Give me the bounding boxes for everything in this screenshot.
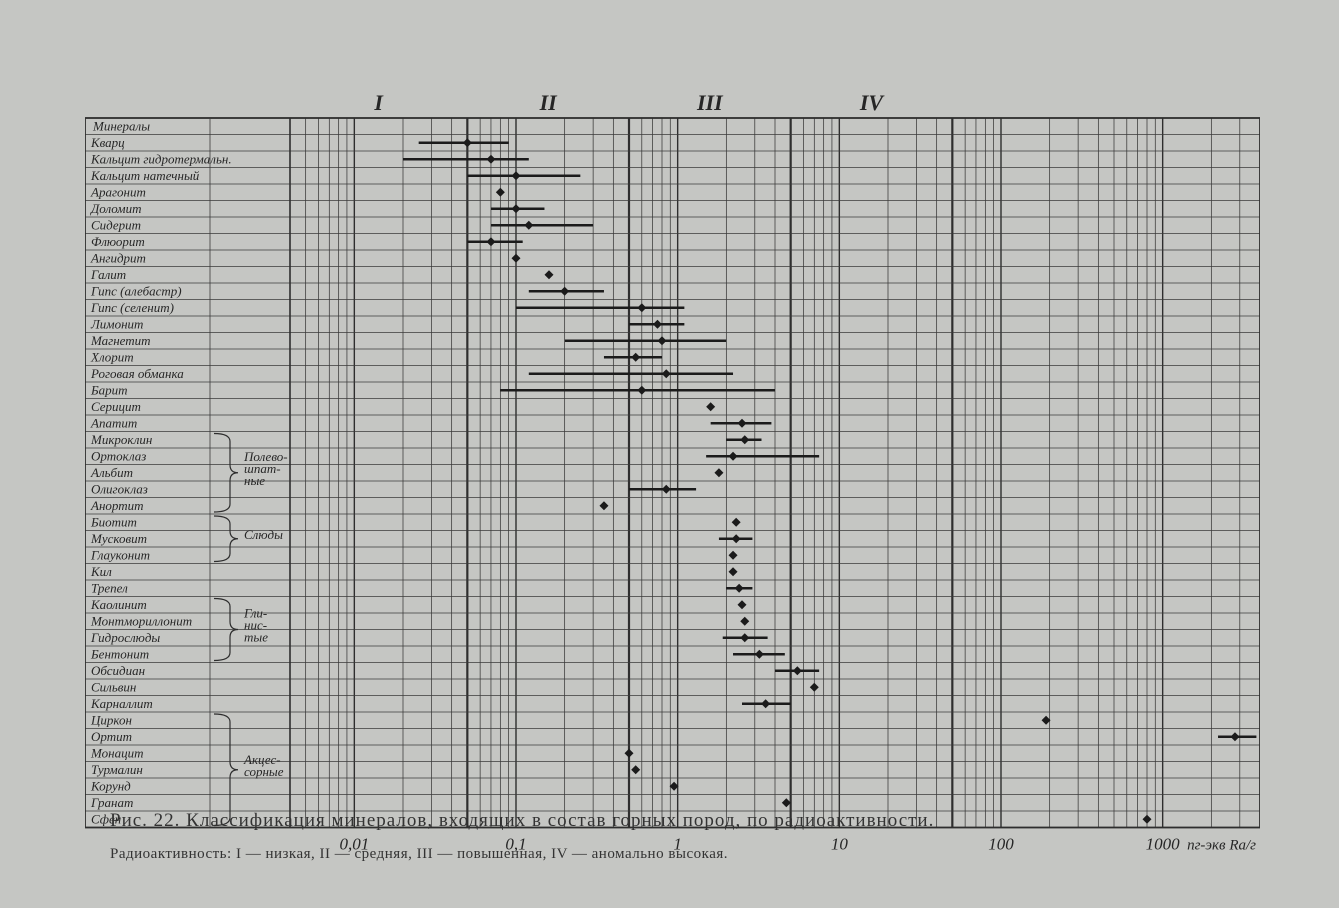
row-label: Флюорит bbox=[91, 234, 145, 249]
row-label: Магнетит bbox=[90, 333, 151, 348]
row-label: Доломит bbox=[89, 201, 141, 216]
row-label: Биотит bbox=[90, 515, 137, 530]
row-label: Гипс (алебастр) bbox=[90, 284, 182, 299]
row-label: Альбит bbox=[90, 465, 133, 480]
row-label: Галит bbox=[90, 267, 126, 282]
row-label: Сидерит bbox=[91, 218, 141, 233]
row-label: Гипс (селенит) bbox=[90, 300, 174, 315]
radioactivity-chart: 0,010,11101001000пг-экв Ra/гIIIIIIIVМине… bbox=[85, 90, 1260, 860]
row-label: Арагонит bbox=[90, 185, 146, 200]
class-label: I bbox=[373, 90, 384, 115]
figure-caption: Рис. 22. Классификация минералов, входящ… bbox=[110, 810, 1210, 863]
class-label: III bbox=[696, 90, 724, 115]
row-label: Серицит bbox=[91, 399, 141, 414]
row-label: Хлорит bbox=[90, 350, 134, 365]
class-label: IV bbox=[859, 90, 886, 115]
row-label: Турмалин bbox=[91, 762, 143, 777]
row-label: Роговая обманка bbox=[90, 366, 184, 381]
group-label: Гли-нис-тые bbox=[243, 606, 268, 645]
row-label: Глауконит bbox=[90, 548, 150, 563]
row-label: Кил bbox=[90, 564, 112, 579]
row-label: Мусковит bbox=[90, 531, 147, 546]
caption-main: Рис. 22. Классификация минералов, входящ… bbox=[110, 810, 1210, 832]
row-label: Бентонит bbox=[90, 647, 149, 662]
row-label: Гранат bbox=[90, 795, 133, 810]
row-label: Кварц bbox=[90, 135, 125, 150]
class-label: II bbox=[539, 90, 559, 115]
row-label: Ангидрит bbox=[90, 251, 146, 266]
row-label: Барит bbox=[90, 383, 128, 398]
row-label: Анортит bbox=[90, 498, 144, 513]
row-label: Корунд bbox=[90, 779, 131, 794]
row-label: Гидрослюды bbox=[90, 630, 160, 645]
group-label: Слюды bbox=[244, 527, 283, 542]
row-label: Олигоклаз bbox=[91, 482, 148, 497]
row-label: Ортит bbox=[91, 729, 132, 744]
row-label: Обсидиан bbox=[91, 663, 145, 678]
row-label: Монтмориллонит bbox=[90, 614, 192, 629]
row-label: Кальцит гидротермальн. bbox=[90, 152, 232, 167]
row-label: Лимонит bbox=[90, 317, 143, 332]
row-label: Каолинит bbox=[90, 597, 147, 612]
row-label: Сильвин bbox=[91, 680, 136, 695]
row-label: Микроклин bbox=[90, 432, 152, 447]
row-label: Апатит bbox=[90, 416, 137, 431]
row-label: Ортоклаз bbox=[91, 449, 146, 464]
row-label: Циркон bbox=[90, 713, 132, 728]
row-label: Кальцит натечный bbox=[90, 168, 200, 183]
row-label: Трепел bbox=[91, 581, 128, 596]
group-label: Акцес-сорные bbox=[243, 752, 284, 779]
caption-sub: Радиоактивность: I — низкая, II — средня… bbox=[110, 846, 1210, 863]
row-label: Монацит bbox=[90, 746, 143, 761]
row-label: Карналлит bbox=[90, 696, 153, 711]
row-header-label: Минералы bbox=[92, 119, 150, 134]
